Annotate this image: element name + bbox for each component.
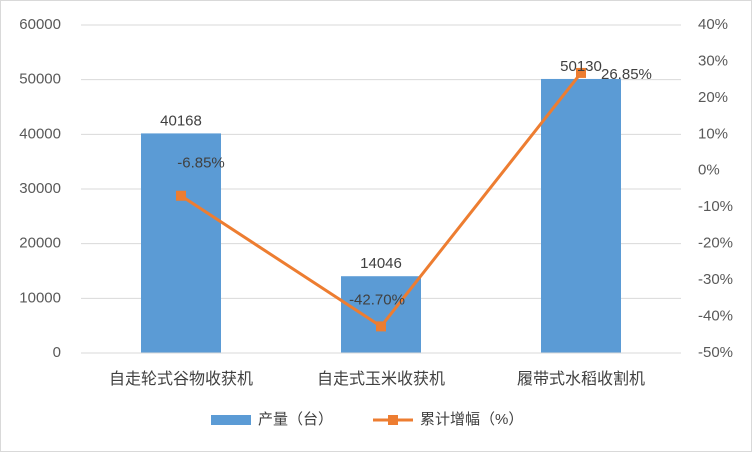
y-right-tick-label: -20% [698,235,733,252]
bar[interactable] [541,78,621,354]
bar-value-label: 40168 [160,112,202,129]
x-tick-label: 履带式水稻收割机 [517,370,645,388]
y-left-tick-label: 0 [53,344,61,361]
data-labels: 40168 14046 50130 -6.85% -42.70% 26.85% [160,58,652,308]
y-right-tick-label: 0% [698,162,720,179]
bar-series [141,78,621,354]
y-left-tick-label: 60000 [19,16,61,33]
y-right-tick-label: 30% [698,52,728,69]
y-right-tick-label: -10% [698,198,733,215]
bar-value-label: 14046 [360,255,402,272]
y-right-tick-label: -50% [698,344,733,361]
axes: 0 10000 20000 30000 40000 50000 60000 -50% -40% -… [19,16,733,388]
y-left-tick-label: 10000 [19,289,61,306]
legend-label-bar: 产量（台） [258,411,333,428]
legend: 产量（台） 累计增幅（%） [211,411,523,428]
line-series [176,67,586,332]
x-tick-label: 自走轮式谷物收获机 [109,370,253,388]
bar[interactable] [341,276,421,353]
line-value-label: -42.70% [349,291,405,308]
line-marker[interactable] [576,67,586,78]
y-right-tick-label: -40% [698,308,733,325]
legend-swatch-marker [388,415,398,425]
y-left-tick-label: 50000 [19,71,61,88]
line-marker[interactable] [376,321,386,332]
bar-value-label: 50130 [560,58,602,75]
y-left-tick-label: 20000 [19,235,61,252]
y-left-tick-label: 30000 [19,180,61,197]
y-right-tick-label: 20% [698,89,728,106]
y-right-tick-label: 10% [698,125,728,142]
line-value-label: 26.85% [601,66,652,83]
line-marker[interactable] [176,190,186,201]
y-right-tick-label: -30% [698,271,733,288]
legend-label-line: 累计增幅（%） [420,411,523,428]
x-tick-label: 自走式玉米收获机 [317,370,445,388]
y-left-tick-label: 40000 [19,125,61,142]
line-value-label: -6.85% [177,155,225,172]
bar[interactable] [141,133,221,353]
y-right-tick-label: 40% [698,16,728,33]
legend-swatch-bar [211,415,251,425]
